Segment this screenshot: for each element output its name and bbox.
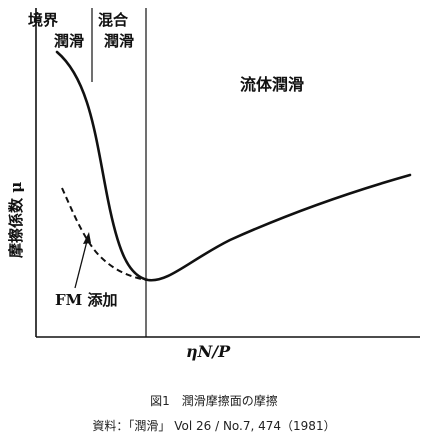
friction-curve (55, 50, 412, 282)
y-axis-label: 摩擦係数 μ (7, 182, 25, 258)
region-boundary-label-2: 潤滑 (54, 32, 84, 50)
stribeck-diagram: 境界 潤滑 混合 潤滑 流体潤滑 摩擦係数 μ ηN/P FM 添加 (7, 8, 420, 361)
x-axis-label: ηN/P (186, 342, 231, 361)
figure-source: 資料：「潤滑」 Vol 26 / No.7, 474（1981） (92, 419, 336, 433)
fm-arrow-head (83, 232, 91, 244)
fm-additive-curve (61, 187, 147, 281)
region-fluid-label: 流体潤滑 (240, 75, 304, 94)
figure-caption: 図1 潤滑摩擦面の摩擦 (150, 394, 278, 408)
region-mixed-label-1: 混合 (98, 11, 129, 29)
region-mixed-label-2: 潤滑 (104, 32, 134, 50)
fm-arrow-line (74, 240, 88, 289)
fm-additive-label: FM 添加 (55, 291, 117, 309)
region-boundary-label-1: 境界 (28, 11, 58, 29)
